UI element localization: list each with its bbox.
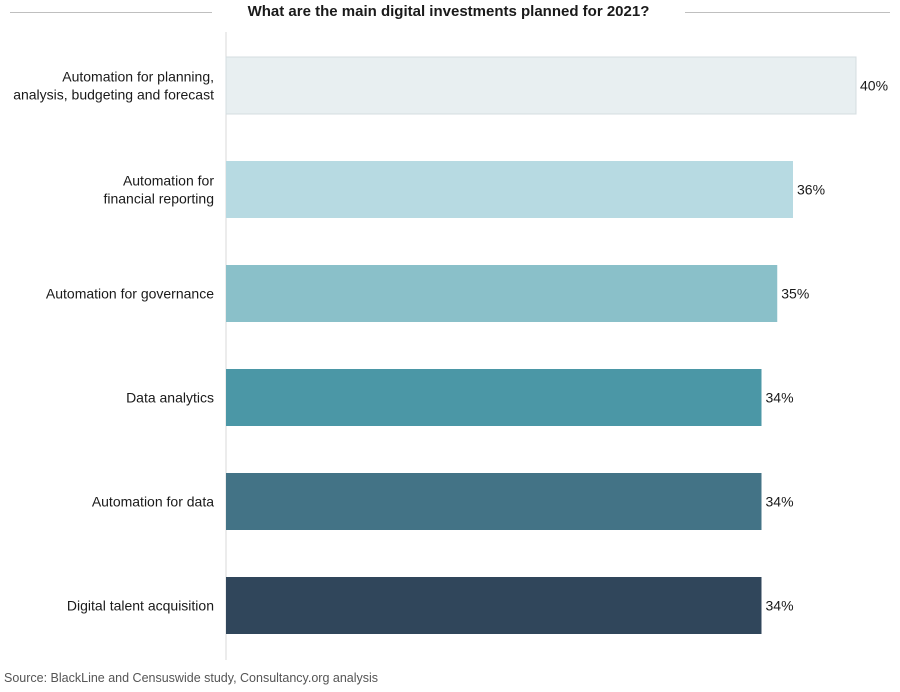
bar-2 <box>226 265 778 322</box>
category-label-2-line-0: Automation for governance <box>46 286 214 302</box>
bar-0 <box>225 56 857 115</box>
category-label-3-line-0: Data analytics <box>126 390 214 406</box>
category-label-1-line-1: financial reporting <box>103 191 214 207</box>
title-rule-right <box>685 12 890 13</box>
data-label-2: 35% <box>781 286 809 302</box>
data-label-5: 34% <box>766 598 794 614</box>
data-label-4: 34% <box>766 494 794 510</box>
title-rule-left <box>10 12 212 13</box>
data-label-0: 40% <box>860 78 888 94</box>
data-label-1: 36% <box>797 182 825 198</box>
category-label-0-line-1: analysis, budgeting and forecast <box>13 87 214 103</box>
bar-5 <box>226 577 762 634</box>
bar-1 <box>226 161 793 218</box>
bar-4 <box>226 473 762 530</box>
bar-3 <box>226 369 762 426</box>
category-label-0-line-0: Automation for planning, <box>62 69 214 85</box>
data-label-3: 34% <box>766 390 794 406</box>
category-label-1-line-0: Automation for <box>123 173 214 189</box>
category-label-5-line-0: Digital talent acquisition <box>67 598 214 614</box>
category-label-4-line-0: Automation for data <box>92 494 214 510</box>
source-note: Source: BlackLine and Censuswide study, … <box>4 671 379 685</box>
chart-title: What are the main digital investments pl… <box>247 3 650 20</box>
